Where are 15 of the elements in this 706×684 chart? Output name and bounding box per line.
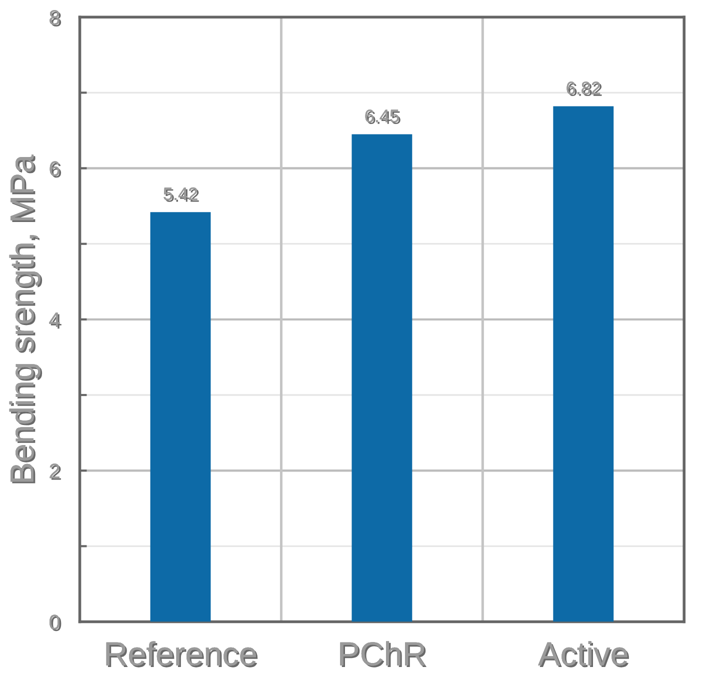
bar xyxy=(553,106,614,622)
y-tick-label: 2 xyxy=(50,464,61,480)
y-tick-label: 6 xyxy=(50,161,62,178)
bar xyxy=(352,134,412,622)
x-tick-label: PChR xyxy=(340,641,427,668)
y-tick-label: 8 xyxy=(50,10,62,27)
data-label: 6.82 xyxy=(566,82,602,96)
y-axis-title: Bending srength, MPa xyxy=(9,154,42,484)
y-tick-label: 0 xyxy=(50,614,62,632)
x-tick-label: Active xyxy=(538,641,629,668)
y-tick-label: 4 xyxy=(49,312,62,329)
bar xyxy=(150,212,211,622)
x-tick-label: Reference xyxy=(106,641,258,668)
data-label: 5.42 xyxy=(164,187,199,202)
data-label: 6.45 xyxy=(365,110,400,124)
